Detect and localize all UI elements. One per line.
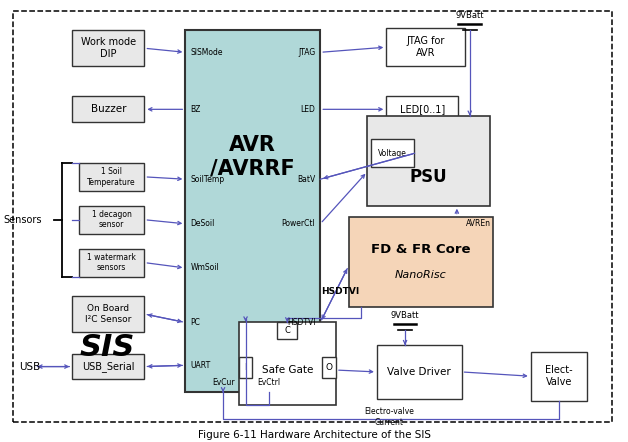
FancyBboxPatch shape <box>78 206 144 234</box>
Text: O: O <box>325 363 333 372</box>
Text: Work mode
DIP: Work mode DIP <box>81 38 136 59</box>
Text: Buzzer: Buzzer <box>90 104 126 114</box>
Text: USB: USB <box>19 362 40 372</box>
Text: BatV: BatV <box>297 175 315 184</box>
FancyBboxPatch shape <box>531 351 587 401</box>
FancyBboxPatch shape <box>371 139 414 167</box>
Text: JTAG for
AVR: JTAG for AVR <box>406 36 445 58</box>
Text: On Board
I²C Sensor: On Board I²C Sensor <box>85 305 131 324</box>
Text: FD & FR Core: FD & FR Core <box>371 244 470 256</box>
Text: PC: PC <box>190 318 200 327</box>
Text: 1 decagon
sensor: 1 decagon sensor <box>92 210 131 229</box>
Text: 1 watermark
sensors: 1 watermark sensors <box>87 253 136 272</box>
Text: WmSoil: WmSoil <box>190 263 219 272</box>
Text: USB_Serial: USB_Serial <box>82 361 134 372</box>
FancyBboxPatch shape <box>72 96 144 122</box>
Text: AVREn: AVREn <box>465 219 490 228</box>
FancyBboxPatch shape <box>367 116 490 206</box>
Text: SISMode: SISMode <box>190 48 223 57</box>
FancyBboxPatch shape <box>78 249 144 277</box>
FancyBboxPatch shape <box>13 11 612 422</box>
Text: Figure 6-11 Hardware Architecture of the SIS: Figure 6-11 Hardware Architecture of the… <box>197 430 431 440</box>
Text: EvCtrl: EvCtrl <box>257 378 281 387</box>
Text: I: I <box>244 363 247 372</box>
Text: Safe Gate: Safe Gate <box>262 365 313 375</box>
Text: DeSoil: DeSoil <box>190 219 215 229</box>
Text: PowerCtl: PowerCtl <box>281 219 315 229</box>
Text: LED: LED <box>300 105 315 114</box>
Text: AVR
/AVRRF: AVR /AVRRF <box>210 135 295 179</box>
FancyBboxPatch shape <box>72 30 144 66</box>
FancyBboxPatch shape <box>386 96 458 122</box>
Text: NanoRisc: NanoRisc <box>395 270 447 280</box>
Text: C: C <box>284 326 290 335</box>
FancyBboxPatch shape <box>278 322 298 339</box>
FancyBboxPatch shape <box>239 357 252 378</box>
FancyBboxPatch shape <box>377 345 462 399</box>
Text: 9VBatt: 9VBatt <box>455 11 484 19</box>
Text: PSU: PSU <box>410 168 447 186</box>
Text: Elect-
Valve: Elect- Valve <box>545 366 573 387</box>
Text: UART: UART <box>190 361 210 370</box>
FancyBboxPatch shape <box>349 217 493 307</box>
Text: LED[0..1]: LED[0..1] <box>399 104 445 114</box>
Text: JTAG: JTAG <box>298 48 315 57</box>
Text: SoilTemp: SoilTemp <box>190 175 224 184</box>
FancyBboxPatch shape <box>72 354 144 379</box>
FancyBboxPatch shape <box>185 30 320 392</box>
FancyBboxPatch shape <box>78 163 144 191</box>
FancyBboxPatch shape <box>322 357 336 378</box>
Text: Valve Driver: Valve Driver <box>387 367 451 377</box>
FancyBboxPatch shape <box>72 296 144 332</box>
Text: Voltage: Voltage <box>378 149 407 158</box>
Text: 1 Soil
Temperature: 1 Soil Temperature <box>87 167 136 187</box>
Text: Sensors: Sensors <box>3 214 41 225</box>
FancyBboxPatch shape <box>239 321 336 405</box>
Text: BZ: BZ <box>190 105 201 114</box>
Text: HSDTVI: HSDTVI <box>322 287 360 296</box>
Text: Electro-valve
Current: Electro-valve Current <box>364 408 414 427</box>
Text: EvCur: EvCur <box>212 378 234 387</box>
Text: SIS: SIS <box>79 333 134 362</box>
Text: 9VBatt: 9VBatt <box>391 311 420 320</box>
FancyBboxPatch shape <box>386 28 465 66</box>
Text: HSDTVI: HSDTVI <box>287 318 315 327</box>
